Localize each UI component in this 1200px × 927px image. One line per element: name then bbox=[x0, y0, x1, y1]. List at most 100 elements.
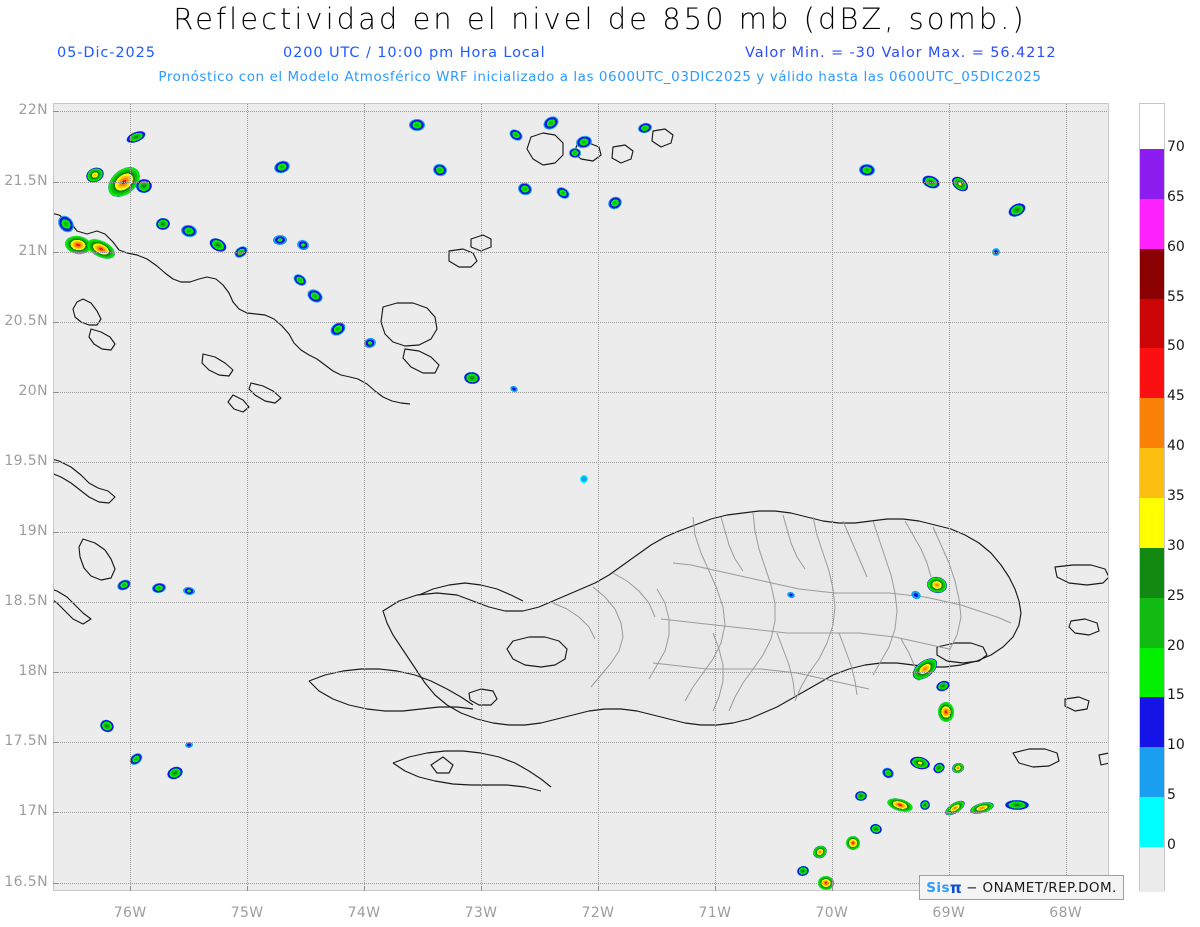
y-axis-tick bbox=[53, 602, 58, 604]
y-axis-tick bbox=[53, 672, 58, 674]
colorbar-band-40-45 bbox=[1140, 398, 1164, 449]
gridline-parallel bbox=[53, 251, 1109, 253]
y-axis-label: 16.5N bbox=[4, 873, 48, 890]
x-axis-tick bbox=[247, 886, 249, 891]
colorbar-band-20-25 bbox=[1140, 597, 1164, 648]
y-axis-label: 19N bbox=[18, 523, 48, 540]
colorbar-tick-label: 65 bbox=[1167, 188, 1185, 205]
colorbar-band-5-10 bbox=[1140, 747, 1164, 798]
x-axis-tick bbox=[364, 886, 366, 891]
reflectivity-cell bbox=[854, 790, 868, 801]
y-axis-tick bbox=[53, 251, 58, 253]
colorbar-tick-label: 45 bbox=[1167, 388, 1185, 405]
x-axis-label: 72W bbox=[581, 905, 615, 921]
y-axis-label: 20N bbox=[18, 382, 48, 399]
header: Reflectividad en el nivel de 850 mb (dBZ… bbox=[0, 0, 1200, 96]
y-axis-tick bbox=[53, 391, 58, 393]
x-axis-tick bbox=[714, 886, 716, 891]
colorbar-tick-label: 70 bbox=[1167, 139, 1185, 155]
page-title: Reflectividad en el nivel de 850 mb (dBZ… bbox=[173, 2, 1027, 36]
colorbar-band-nodata bbox=[1140, 847, 1164, 892]
pi-icon: π bbox=[949, 878, 963, 897]
x-axis-label: 74W bbox=[347, 905, 381, 921]
y-axis-label: 18N bbox=[18, 663, 48, 680]
gridline-parallel bbox=[53, 391, 1109, 393]
map-plot-area[interactable] bbox=[53, 103, 1109, 891]
gridline-meridian bbox=[1065, 103, 1067, 891]
hispaniola-coastline bbox=[308, 510, 1100, 792]
colorbar-band-25-30 bbox=[1140, 547, 1164, 598]
colorbar-band-30-35 bbox=[1140, 498, 1164, 548]
y-axis-tick bbox=[53, 812, 58, 814]
colorbar[interactable] bbox=[1139, 103, 1165, 892]
colorbar-tick-label: 20 bbox=[1167, 637, 1185, 654]
map-canvas bbox=[53, 128, 1109, 792]
colorbar-tick-label: 30 bbox=[1167, 537, 1185, 554]
y-axis-label: 20.5N bbox=[4, 312, 48, 329]
x-axis-label: 73W bbox=[464, 905, 498, 921]
x-axis-label: 76W bbox=[113, 905, 147, 921]
gridline-meridian bbox=[364, 103, 366, 891]
colorbar-tick-label: 5 bbox=[1167, 787, 1176, 804]
x-axis-tick bbox=[831, 886, 833, 891]
y-axis-label: 21N bbox=[18, 242, 48, 259]
colorbar-tick-label: 40 bbox=[1167, 438, 1185, 455]
x-axis-tick bbox=[130, 886, 132, 891]
colorbar-tick-label: 55 bbox=[1167, 288, 1185, 305]
x-axis-label: 68W bbox=[1049, 905, 1083, 921]
y-axis-tick bbox=[53, 882, 58, 884]
colorbar-band-15-20 bbox=[1140, 647, 1164, 698]
gridline-parallel bbox=[53, 882, 1109, 884]
y-axis-label: 19.5N bbox=[4, 452, 48, 469]
gridline-parallel bbox=[53, 461, 1109, 463]
gridline-parallel bbox=[53, 111, 1109, 113]
y-axis-tick bbox=[53, 742, 58, 744]
forecast-time: 0200 UTC / 10:00 pm Hora Local bbox=[283, 45, 546, 61]
y-axis-label: 21.5N bbox=[4, 172, 48, 189]
cuba-coastline bbox=[53, 212, 411, 625]
model-info: Pronóstico con el Modelo Atmosférico WRF… bbox=[158, 69, 1042, 85]
colorbar-tick-label: 25 bbox=[1167, 587, 1185, 604]
y-axis-tick bbox=[53, 111, 58, 113]
attribution-badge: Sis π − ONAMET/REP.DOM. bbox=[919, 875, 1124, 900]
x-axis-label: 70W bbox=[815, 905, 849, 921]
y-axis-label: 22N bbox=[18, 102, 48, 119]
colorbar-tick-label: 0 bbox=[1167, 837, 1176, 853]
gridline-parallel bbox=[53, 742, 1109, 744]
forecast-date: 05-Dic-2025 bbox=[57, 45, 156, 61]
colorbar-gradient bbox=[1140, 104, 1164, 892]
dominican-republic-provinces bbox=[552, 512, 1012, 712]
colorbar-tick-label: 15 bbox=[1167, 687, 1185, 704]
y-axis-tick bbox=[53, 181, 58, 183]
gridline-meridian bbox=[247, 103, 249, 891]
y-axis-label: 17.5N bbox=[4, 733, 48, 750]
colorbar-band-35-40 bbox=[1140, 448, 1164, 498]
gridline-parallel bbox=[53, 181, 1109, 183]
colorbar-tick-label: 35 bbox=[1167, 488, 1185, 504]
gridline-parallel bbox=[53, 812, 1109, 814]
gridline-meridian bbox=[714, 103, 716, 891]
gridline-meridian bbox=[831, 103, 833, 891]
colorbar-band-50-55 bbox=[1140, 298, 1164, 349]
colorbar-band-10-15 bbox=[1140, 697, 1164, 748]
colorbar-band-45-50 bbox=[1140, 348, 1164, 399]
y-axis-tick bbox=[53, 321, 58, 323]
x-axis-label: 71W bbox=[698, 905, 732, 921]
y-axis-tick bbox=[53, 532, 58, 534]
colorbar-band-0-5 bbox=[1140, 797, 1164, 847]
organization-label: − ONAMET/REP.DOM. bbox=[966, 879, 1117, 896]
colorbar-tick-label: 50 bbox=[1167, 338, 1185, 355]
gridline-meridian bbox=[597, 103, 599, 891]
colorbar-band-65-70 bbox=[1140, 149, 1164, 199]
gridline-parallel bbox=[53, 532, 1109, 534]
gridline-meridian bbox=[948, 103, 950, 891]
colorbar-tick-label: 60 bbox=[1167, 238, 1185, 255]
colorbar-band-55-60 bbox=[1140, 248, 1164, 299]
colorbar-band-60-65 bbox=[1140, 198, 1164, 249]
gridline-meridian bbox=[481, 103, 482, 891]
gridline-parallel bbox=[53, 321, 1109, 323]
gridline-parallel bbox=[53, 602, 1109, 604]
y-axis-tick bbox=[53, 461, 58, 463]
x-axis-tick bbox=[597, 886, 599, 891]
colorbar-tick-label: 10 bbox=[1167, 737, 1185, 754]
